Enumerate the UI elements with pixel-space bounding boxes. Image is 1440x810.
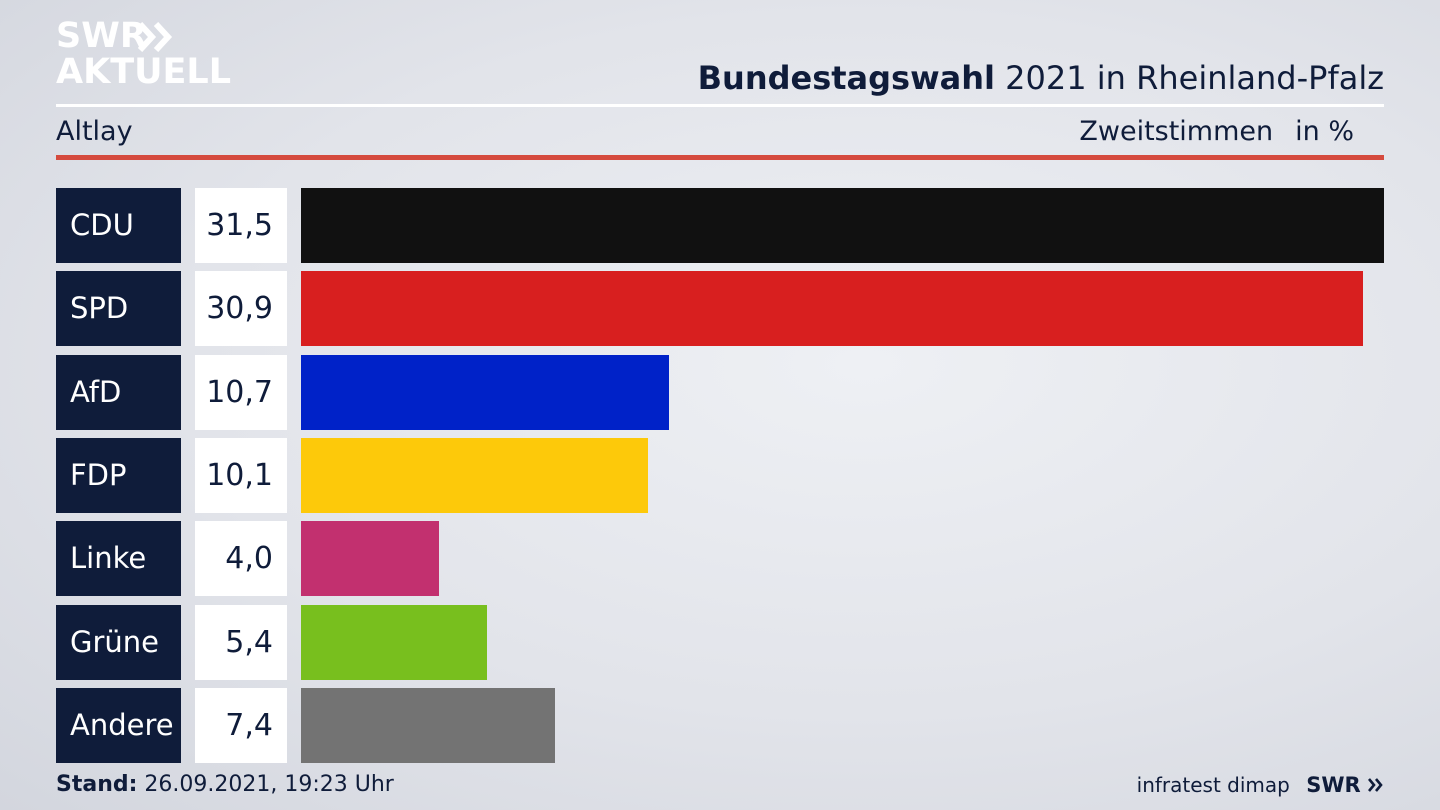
footer-swr-logo: SWR	[1306, 773, 1384, 797]
bar	[301, 188, 1384, 263]
party-label: Andere	[56, 687, 181, 763]
title-rest: 2021 in Rheinland-Pfalz	[1005, 59, 1384, 97]
party-label: Linke	[56, 521, 181, 597]
double-chevron-icon	[138, 22, 173, 52]
bar-row: FDP 10,1	[0, 437, 1440, 513]
party-label: SPD	[56, 271, 181, 347]
logo-line-2: AKTUELL	[56, 52, 232, 92]
bar	[301, 271, 1363, 347]
source-credit: infratest dimap SWR	[1137, 770, 1384, 800]
bar-row: Andere 7,4	[0, 687, 1440, 763]
bar-row: Linke 4,0	[0, 521, 1440, 597]
value-label: 7,4	[195, 687, 287, 763]
stand-value: 26.09.2021, 19:23 Uhr	[144, 772, 394, 797]
source-label: infratest dimap	[1136, 773, 1290, 797]
timestamp: Stand: 26.09.2021, 19:23 Uhr	[56, 770, 394, 800]
accent-divider	[56, 155, 1384, 160]
unit-label: in %	[1295, 116, 1354, 147]
value-label: 10,7	[195, 354, 287, 430]
value-label: 4,0	[195, 521, 287, 597]
region-label: Altlay	[56, 116, 133, 147]
value-label: 31,5	[195, 188, 287, 263]
party-label: FDP	[56, 437, 181, 513]
party-label: Grüne	[56, 604, 181, 680]
bar	[301, 437, 648, 513]
bar	[301, 521, 439, 597]
bar-row: Grüne 5,4	[0, 604, 1440, 680]
logo-line-1: SWR	[56, 16, 147, 56]
header-divider	[56, 104, 1384, 107]
value-label: 10,1	[195, 437, 287, 513]
title-bold: Bundestagswahl	[697, 59, 995, 97]
footer-chevron-icon	[1368, 778, 1383, 792]
bar-row: CDU 31,5	[0, 188, 1440, 263]
measure-name: Zweitstimmen	[1079, 116, 1274, 147]
bar-row: AfD 10,7	[0, 354, 1440, 430]
party-label: AfD	[56, 354, 181, 430]
stand-label: Stand:	[56, 772, 138, 797]
bar	[301, 604, 487, 680]
value-label: 30,9	[195, 271, 287, 347]
bar	[301, 354, 669, 430]
bar-row: SPD 30,9	[0, 271, 1440, 347]
swr-aktuell-logo: SWR AKTUELL	[56, 16, 231, 92]
page-title: Bundestagswahl 2021 in Rheinland-Pfalz	[698, 58, 1384, 98]
value-label: 5,4	[195, 604, 287, 680]
party-label: CDU	[56, 188, 181, 263]
bar	[301, 687, 555, 763]
measure-label: Zweitstimmen in %	[1079, 114, 1354, 150]
